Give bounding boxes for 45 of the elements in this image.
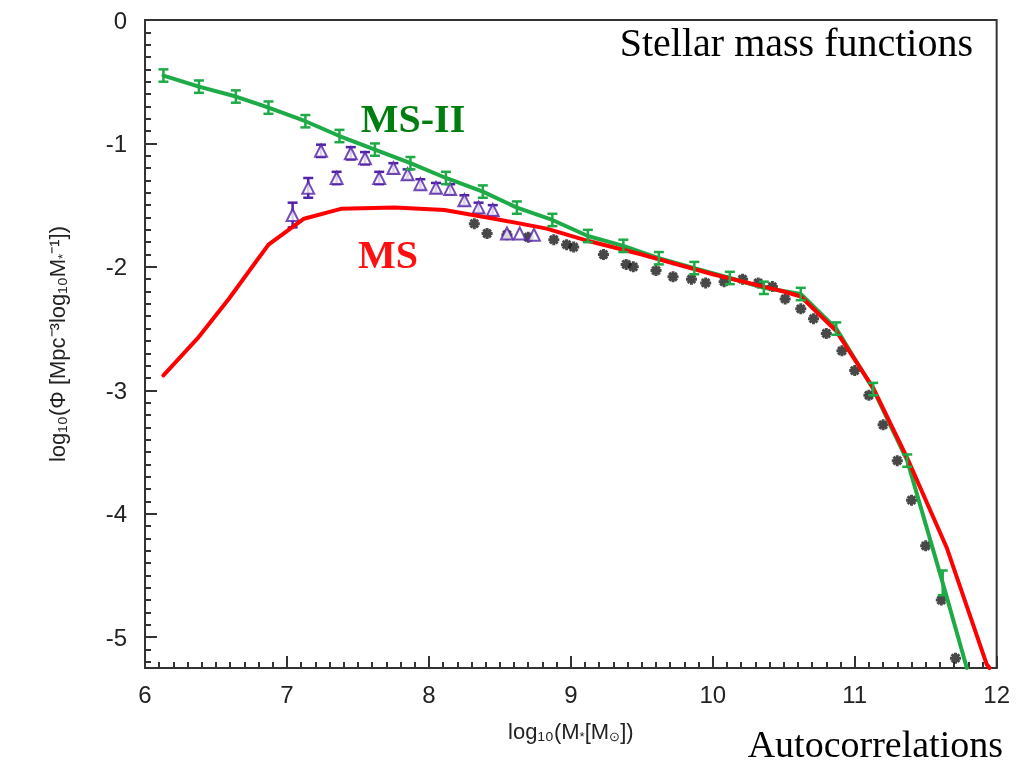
point bbox=[559, 237, 574, 252]
text: Autocorrelations bbox=[747, 723, 1004, 765]
point bbox=[948, 651, 963, 666]
x-axis-title: log₁₀(M*[M⊙]) bbox=[508, 718, 634, 744]
y-tick-label: 0 bbox=[113, 6, 127, 34]
point bbox=[834, 343, 849, 358]
series-label: MS-II bbox=[360, 96, 466, 142]
point bbox=[480, 226, 495, 241]
y-tick-label: -5 bbox=[105, 623, 127, 651]
point bbox=[778, 291, 793, 306]
point bbox=[619, 257, 634, 272]
point bbox=[566, 240, 581, 255]
point bbox=[904, 493, 919, 508]
y-tick-label: -1 bbox=[105, 129, 127, 157]
point bbox=[512, 226, 527, 241]
y-tick-label: -4 bbox=[105, 500, 127, 528]
point bbox=[648, 263, 663, 278]
point bbox=[698, 275, 713, 290]
point bbox=[847, 363, 862, 378]
point bbox=[626, 259, 641, 274]
point bbox=[301, 180, 316, 195]
point bbox=[467, 216, 482, 231]
point bbox=[806, 311, 821, 326]
x-tick-label: 6 bbox=[138, 680, 152, 708]
point bbox=[793, 301, 808, 316]
point bbox=[546, 232, 561, 247]
point bbox=[890, 453, 905, 468]
point bbox=[819, 326, 834, 341]
x-tick-label: 11 bbox=[842, 680, 868, 708]
x-tick-label: 10 bbox=[699, 680, 727, 708]
point bbox=[596, 247, 611, 262]
series-label: MS bbox=[357, 232, 418, 278]
chart-title: Stellar mass functions bbox=[619, 19, 973, 65]
point bbox=[684, 272, 699, 287]
point bbox=[876, 417, 891, 432]
x-tick-label: 9 bbox=[564, 680, 578, 708]
x-tick-label: 7 bbox=[280, 680, 294, 708]
y-tick-label: -2 bbox=[105, 253, 127, 281]
x-tick-label: 12 bbox=[983, 680, 1010, 708]
y-axis-title: log₁₀(Φ [Mpc⁻³log₁₀M*⁻¹]) bbox=[45, 225, 71, 463]
x-tick-label: 8 bbox=[422, 680, 436, 708]
y-tick-label: -3 bbox=[105, 376, 127, 404]
point bbox=[285, 208, 300, 223]
point bbox=[666, 269, 681, 284]
point bbox=[526, 227, 541, 242]
